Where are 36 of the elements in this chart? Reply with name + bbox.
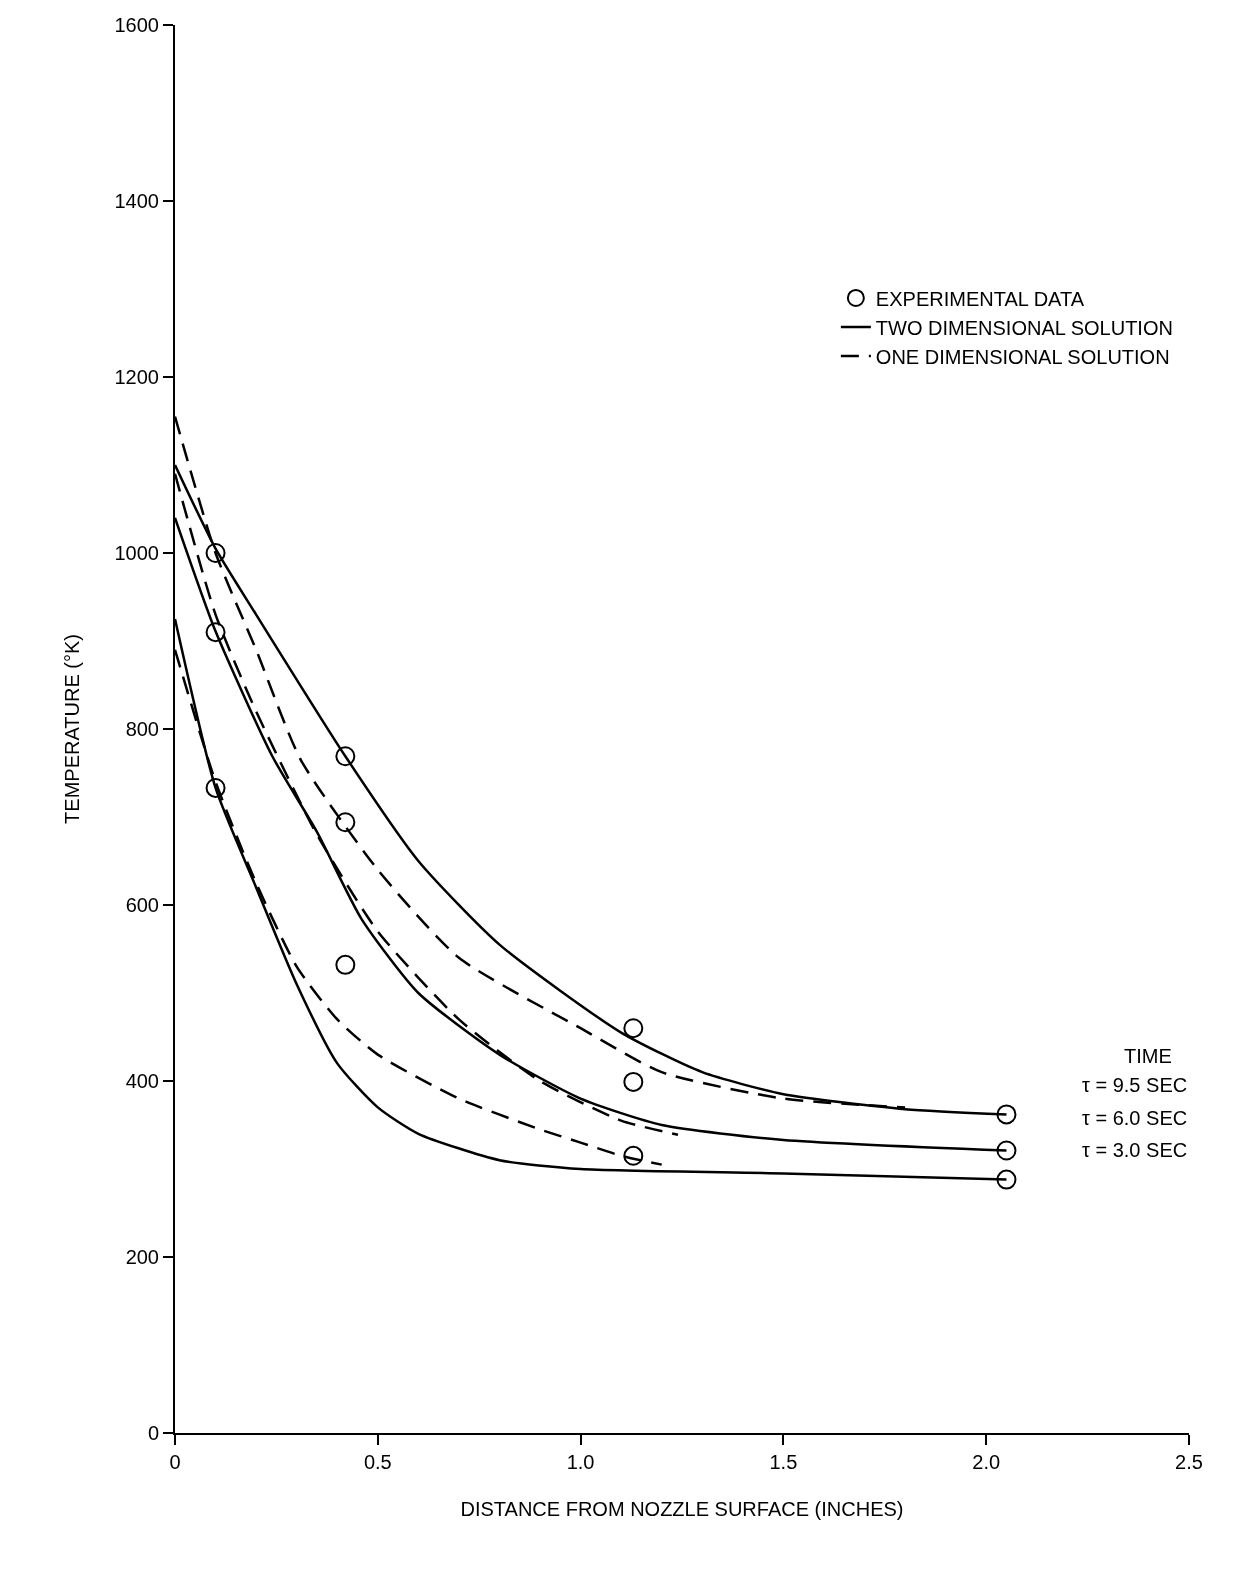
point bbox=[996, 1169, 1017, 1190]
x-tick-label: 1.5 bbox=[769, 1451, 798, 1473]
x-tick-label: 2.5 bbox=[1175, 1451, 1203, 1473]
point bbox=[205, 622, 226, 643]
point bbox=[623, 1018, 644, 1039]
point bbox=[335, 812, 356, 833]
y-tick-label: 400 bbox=[125, 1070, 159, 1092]
point bbox=[623, 1071, 644, 1092]
point bbox=[996, 1104, 1017, 1125]
x-tick-label: 1.0 bbox=[566, 1451, 595, 1473]
y-tick-label: 200 bbox=[125, 1246, 159, 1268]
x-tick-label: 0 bbox=[169, 1451, 181, 1473]
y-tick-label: 0 bbox=[147, 1422, 159, 1444]
y-tick-label: 1600 bbox=[114, 14, 159, 36]
y-tick-label: 800 bbox=[125, 718, 159, 740]
y-tick-label: 600 bbox=[125, 894, 159, 916]
y-tick-label: 1400 bbox=[114, 190, 159, 212]
point bbox=[623, 1145, 644, 1166]
point bbox=[205, 543, 226, 563]
y-tick-label: 1200 bbox=[114, 366, 159, 388]
y-axis-title: TEMPERATURE (°K) bbox=[60, 634, 83, 824]
point bbox=[335, 746, 356, 767]
point bbox=[996, 1140, 1017, 1161]
point bbox=[335, 954, 356, 975]
point bbox=[205, 777, 226, 798]
annotation: τ = 9.5 SEC bbox=[1082, 1074, 1188, 1096]
x-tick-label: 2.0 bbox=[972, 1451, 1001, 1473]
x-axis-title: DISTANCE FROM NOZZLE SURFACE (INCHES) bbox=[460, 1498, 904, 1520]
legend-label: ONE DIMENSIONAL SOLUTION bbox=[875, 345, 1170, 368]
annotation: τ = 6.0 SEC bbox=[1082, 1107, 1188, 1129]
y-tick-label: 1000 bbox=[114, 542, 159, 564]
legend-label: EXPERIMENTAL DATA bbox=[875, 287, 1085, 310]
x-tick-label: 0.5 bbox=[363, 1451, 392, 1473]
annotation: τ = 3.0 SEC bbox=[1082, 1139, 1188, 1161]
annotation: TIME bbox=[1124, 1045, 1172, 1067]
legend-label: TWO DIMENSIONAL SOLUTION bbox=[875, 316, 1173, 339]
